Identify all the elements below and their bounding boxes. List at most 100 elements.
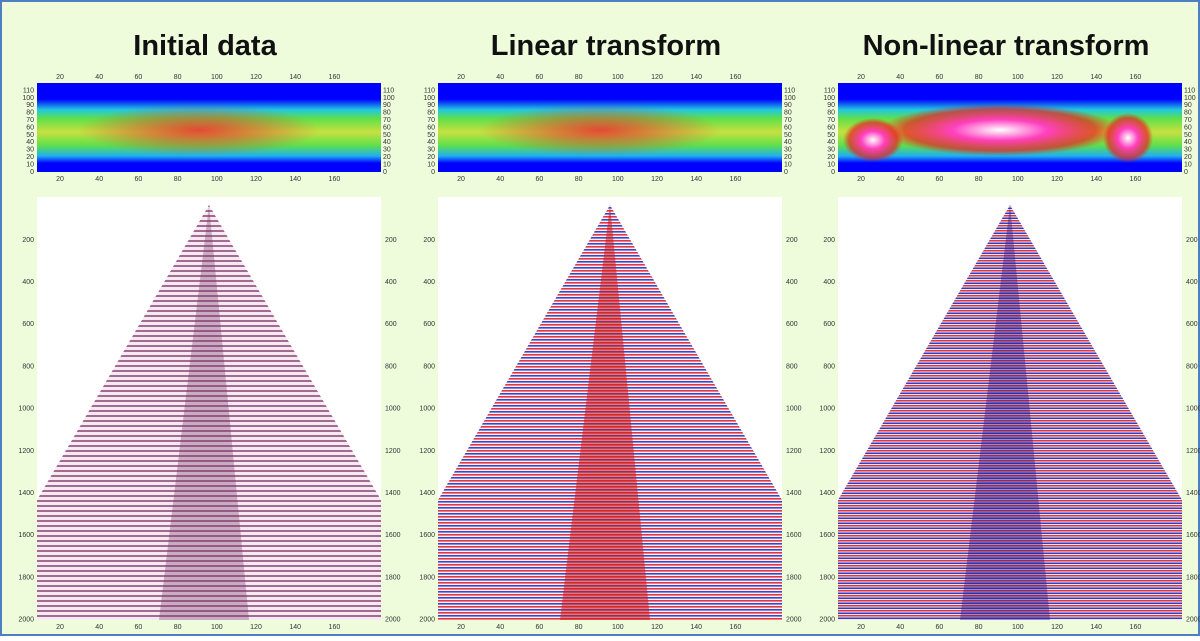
y-tick-label: 2000 xyxy=(385,617,401,624)
y-tick-label: 1000 xyxy=(819,406,835,413)
y-tick-label: 20 xyxy=(427,154,435,161)
y-tick-label: 0 xyxy=(383,169,387,176)
x-tick-label: 140 xyxy=(690,176,702,183)
x-tick-label: 160 xyxy=(730,624,742,631)
y-tick-label: 400 xyxy=(786,279,798,286)
x-tick-label: 40 xyxy=(496,176,504,183)
x-tick-label: 100 xyxy=(612,176,624,183)
figure: Initial data2020404060608080100100120120… xyxy=(0,0,1200,636)
y-tick-label: 0 xyxy=(1184,169,1188,176)
y-tick-label: 400 xyxy=(423,279,435,286)
x-tick-label: 80 xyxy=(975,74,983,81)
y-tick-label: 100 xyxy=(1184,95,1196,102)
y-tick-label: 1600 xyxy=(819,532,835,539)
y-tick-label: 70 xyxy=(383,117,391,124)
x-tick-label: 40 xyxy=(896,176,904,183)
x-tick-label: 160 xyxy=(730,74,742,81)
panel-title: Non-linear transform xyxy=(863,30,1150,62)
y-tick-label: 10 xyxy=(383,161,391,168)
y-tick-label: 800 xyxy=(423,363,435,370)
y-tick-label: 110 xyxy=(784,87,795,94)
y-tick-label: 90 xyxy=(26,102,34,109)
y-tick-label: 50 xyxy=(427,132,435,139)
y-tick-label: 30 xyxy=(784,147,792,154)
y-tick-label: 100 xyxy=(22,95,34,102)
y-tick-label: 20 xyxy=(26,154,34,161)
y-tick-label: 60 xyxy=(1184,124,1192,131)
y-tick-label: 70 xyxy=(784,117,792,124)
y-tick-label: 20 xyxy=(827,154,835,161)
y-tick-label: 1600 xyxy=(1186,532,1200,539)
y-tick-label: 1200 xyxy=(385,448,401,455)
y-tick-label: 70 xyxy=(26,117,34,124)
x-tick-label: 120 xyxy=(1051,74,1063,81)
x-tick-label: 160 xyxy=(329,176,341,183)
y-tick-label: 1400 xyxy=(1186,490,1200,497)
spectrum-hotspot xyxy=(480,104,720,156)
x-tick-label: 80 xyxy=(975,624,983,631)
y-tick-label: 1000 xyxy=(18,406,34,413)
x-tick-label: 80 xyxy=(575,74,583,81)
spectrum-hotspot xyxy=(880,104,1120,156)
x-tick-label: 160 xyxy=(1130,176,1142,183)
y-tick-label: 200 xyxy=(823,237,835,244)
y-tick-label: 60 xyxy=(427,124,435,131)
x-tick-label: 20 xyxy=(857,74,865,81)
spectrum-hotspot xyxy=(1103,113,1153,163)
y-tick-label: 200 xyxy=(22,237,34,244)
y-tick-label: 1800 xyxy=(385,574,401,581)
y-tick-label: 90 xyxy=(427,102,435,109)
y-tick-label: 1200 xyxy=(786,448,802,455)
y-tick-label: 100 xyxy=(823,95,835,102)
x-tick-label: 40 xyxy=(496,74,504,81)
y-tick-label: 1200 xyxy=(419,448,435,455)
y-tick-label: 50 xyxy=(383,132,391,139)
x-tick-label: 80 xyxy=(975,176,983,183)
spectrum-hotspot xyxy=(79,104,319,156)
x-tick-label: 20 xyxy=(56,74,64,81)
x-tick-label: 140 xyxy=(1090,176,1102,183)
x-tick-label: 80 xyxy=(575,624,583,631)
y-tick-label: 80 xyxy=(427,110,435,117)
y-tick-label: 400 xyxy=(385,279,397,286)
y-tick-label: 0 xyxy=(30,169,34,176)
x-tick-label: 100 xyxy=(211,624,223,631)
y-tick-label: 70 xyxy=(427,117,435,124)
y-tick-label: 1000 xyxy=(385,406,401,413)
y-tick-label: 30 xyxy=(827,147,835,154)
y-tick-label: 50 xyxy=(827,132,835,139)
y-tick-label: 70 xyxy=(1184,117,1192,124)
x-tick-label: 20 xyxy=(56,176,64,183)
y-tick-label: 40 xyxy=(427,139,435,146)
y-tick-label: 600 xyxy=(823,321,835,328)
y-tick-label: 80 xyxy=(827,110,835,117)
y-tick-label: 1800 xyxy=(419,574,435,581)
y-tick-label: 40 xyxy=(1184,139,1192,146)
x-tick-label: 120 xyxy=(250,624,262,631)
y-tick-label: 800 xyxy=(1186,363,1198,370)
y-tick-label: 40 xyxy=(383,139,391,146)
x-tick-label: 120 xyxy=(651,74,663,81)
y-tick-label: 80 xyxy=(383,110,391,117)
y-tick-label: 1400 xyxy=(419,490,435,497)
y-tick-label: 800 xyxy=(22,363,34,370)
x-tick-label: 120 xyxy=(651,176,663,183)
x-tick-label: 140 xyxy=(1090,624,1102,631)
y-tick-label: 110 xyxy=(1184,87,1195,94)
y-tick-label: 30 xyxy=(383,147,391,154)
x-tick-label: 40 xyxy=(95,176,103,183)
x-tick-label: 140 xyxy=(1090,74,1102,81)
y-tick-label: 1200 xyxy=(1186,448,1200,455)
y-tick-label: 200 xyxy=(423,237,435,244)
y-tick-label: 1600 xyxy=(419,532,435,539)
y-tick-label: 1200 xyxy=(819,448,835,455)
y-tick-label: 1800 xyxy=(18,574,34,581)
x-tick-label: 120 xyxy=(651,624,663,631)
x-tick-label: 120 xyxy=(1051,176,1063,183)
y-tick-label: 30 xyxy=(1184,147,1192,154)
y-tick-label: 60 xyxy=(784,124,792,131)
y-tick-label: 200 xyxy=(1186,237,1198,244)
y-tick-label: 2000 xyxy=(18,617,34,624)
x-tick-label: 60 xyxy=(135,624,143,631)
x-tick-label: 20 xyxy=(457,624,465,631)
